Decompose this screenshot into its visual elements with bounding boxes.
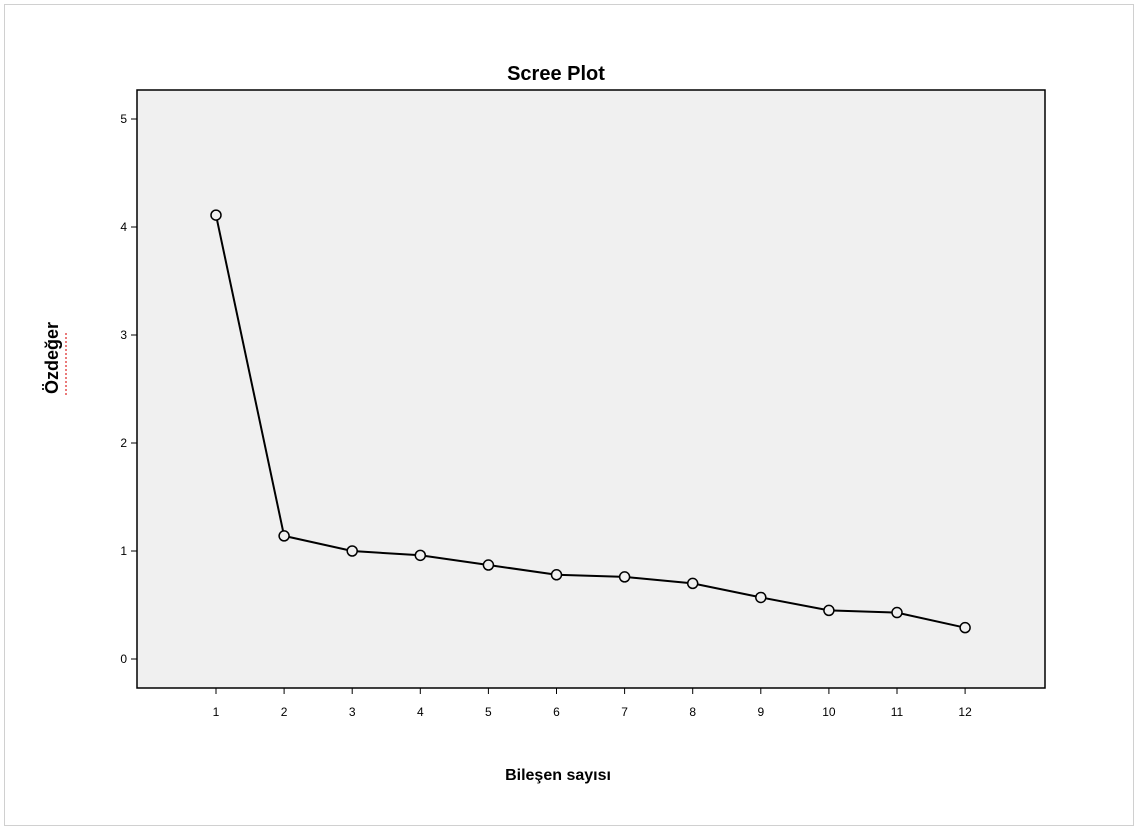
y-tick-label: 5 <box>120 112 127 126</box>
x-axis: 1 2 3 4 5 6 7 8 9 10 11 12 <box>213 688 972 719</box>
data-point <box>210 209 222 221</box>
data-point <box>482 559 495 571</box>
y-tick-label: 3 <box>120 328 127 342</box>
data-point <box>550 569 563 581</box>
x-tick-label: 8 <box>689 705 696 719</box>
y-tick-label: 4 <box>120 220 127 234</box>
x-tick-label: 11 <box>891 705 904 719</box>
series-eigenvalues <box>210 209 971 634</box>
y-axis-label: Özdeğer <box>42 322 62 394</box>
x-tick-label: 12 <box>958 705 972 719</box>
x-tick-label: 5 <box>485 705 492 719</box>
x-tick-label: 9 <box>757 705 764 719</box>
data-point <box>686 577 699 590</box>
data-point <box>891 606 903 619</box>
chart-title: Scree Plot <box>507 63 605 85</box>
data-point <box>959 621 971 634</box>
y-tick-label: 1 <box>120 544 127 558</box>
x-axis-label: Bileşen sayısı <box>505 767 611 784</box>
data-point <box>278 530 290 542</box>
data-point <box>755 591 767 604</box>
series-line <box>215 214 966 629</box>
y-tick-label: 0 <box>120 652 127 666</box>
data-point <box>346 545 358 557</box>
data-point <box>618 571 631 583</box>
x-tick-label: 1 <box>213 705 220 719</box>
x-tick-label: 10 <box>822 705 836 719</box>
x-tick-label: 4 <box>417 705 424 719</box>
x-tick-label: 7 <box>621 705 628 719</box>
data-point <box>823 604 835 617</box>
x-tick-label: 3 <box>349 705 356 719</box>
x-tick-label: 2 <box>281 705 288 719</box>
x-tick-label: 6 <box>553 705 560 719</box>
plot-area <box>136 89 1046 689</box>
y-axis: 0 1 2 3 4 5 <box>120 112 137 666</box>
y-tick-label: 2 <box>120 436 127 450</box>
data-point <box>414 549 427 562</box>
